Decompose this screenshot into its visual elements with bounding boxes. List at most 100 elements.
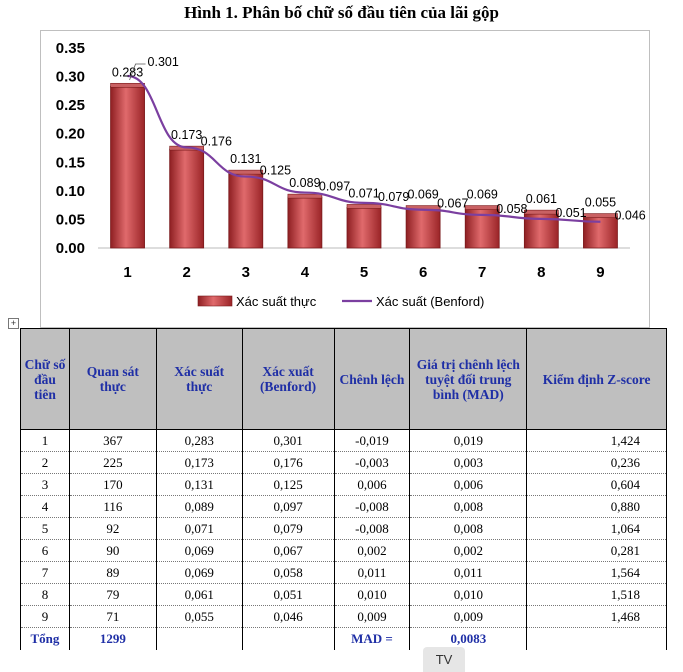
bar-top	[524, 209, 559, 215]
x-tick-label: 7	[478, 264, 486, 281]
cell-mad: 0,008	[409, 517, 528, 540]
cell-difference: -0,019	[333, 429, 411, 452]
table-row: 1 367 0,283 0,301 -0,019 0,019 1,424	[20, 429, 667, 452]
bar-top	[287, 193, 323, 199]
y-tick-label: 0.35	[56, 40, 85, 57]
cell-actual-prob: 0,061	[155, 583, 243, 606]
cell-observed: 79	[68, 583, 157, 606]
line-value-label: 0.301	[148, 55, 179, 69]
table-header-row: Chữ số đầu tiên Quan sát thực Xác suất t…	[20, 328, 667, 430]
bar-value-label: 0.173	[171, 128, 202, 142]
y-tick-label: 0.25	[56, 97, 85, 114]
legend-line-label: Xác suất (Benford)	[376, 294, 484, 309]
line-value-label: 0.079	[378, 190, 409, 204]
y-tick-label: 0.05	[56, 211, 85, 228]
bar-value-label: 0.061	[526, 192, 557, 206]
cell-actual-prob: 0,283	[155, 429, 243, 452]
cell-digit: 7	[20, 561, 70, 584]
x-tick-label: 9	[596, 264, 604, 281]
bar-top	[346, 204, 382, 209]
table-row: 8 79 0,061 0,051 0,010 0,010 1,518	[20, 583, 667, 606]
bar	[405, 208, 441, 249]
cell-actual-prob: 0,089	[155, 495, 243, 518]
col-header-first-digit: Chữ số đầu tiên	[20, 328, 70, 430]
cell-benford-prob: 0,125	[241, 473, 335, 496]
line-value-label: 0.125	[260, 164, 291, 178]
table-row: 2 225 0,173 0,176 -0,003 0,003 0,236	[20, 451, 667, 474]
cell-actual-prob: 0,069	[155, 561, 243, 584]
cell-zscore: 0,604	[526, 473, 667, 496]
cell-mad: 0,002	[409, 539, 528, 562]
cell-difference: 0,011	[333, 561, 411, 584]
table-total-row: Tổng 1299 MAD = 0,0083	[20, 627, 667, 650]
total-observed: 1299	[68, 627, 157, 650]
cell-benford-prob: 0,301	[241, 429, 335, 452]
x-tick-label: 5	[360, 264, 368, 281]
cell-mad: 0,003	[409, 451, 528, 474]
y-tick-label: 0.10	[56, 183, 85, 200]
cell-difference: -0,003	[333, 451, 411, 474]
cell-digit: 3	[20, 473, 70, 496]
cell-benford-prob: 0,058	[241, 561, 335, 584]
mad-label: MAD =	[333, 627, 411, 650]
cell-digit: 1	[20, 429, 70, 452]
bar-value-label: 0.055	[585, 196, 616, 210]
y-tick-label: 0.15	[56, 154, 85, 171]
cell-digit: 5	[20, 517, 70, 540]
cell-observed: 90	[68, 539, 157, 562]
cell-digit: 8	[20, 583, 70, 606]
cell-actual-prob: 0,173	[155, 451, 243, 474]
figure-title: Hình 1. Phân bố chữ số đầu tiên của lãi …	[184, 3, 499, 22]
cell-zscore: 0,880	[526, 495, 667, 518]
line-value-label: 0.046	[614, 209, 645, 223]
cell-difference: 0,002	[333, 539, 411, 562]
bar-top	[583, 213, 618, 218]
tv-tab[interactable]: TV	[423, 647, 465, 672]
bar-top	[464, 205, 500, 210]
cell-mad: 0,019	[409, 429, 528, 452]
bar	[169, 148, 205, 249]
line-value-label: 0.067	[437, 197, 468, 211]
bar	[110, 85, 145, 249]
total-label: Tổng	[20, 627, 70, 650]
cell-observed: 225	[68, 451, 157, 474]
cell-actual-prob: 0,131	[155, 473, 243, 496]
cell-observed: 367	[68, 429, 157, 452]
bar-value-label: 0.069	[407, 188, 438, 202]
bar-top	[110, 82, 145, 88]
bar-value-label: 0.069	[467, 188, 498, 202]
cell-benford-prob: 0,046	[241, 605, 335, 628]
total-empty-3	[526, 627, 667, 650]
x-tick-label: 1	[123, 264, 131, 281]
cell-difference: 0,010	[333, 583, 411, 606]
cell-difference: -0,008	[333, 517, 411, 540]
line-value-label: 0.097	[319, 180, 350, 194]
cell-difference: 0,006	[333, 473, 411, 496]
chart: 0.00 0.05 0.10 0.15 0.20 0.25 0.30 0.35 0.283 0.1…	[56, 40, 646, 309]
table-row: 7 89 0,069 0,058 0,011 0,011 1,564	[20, 561, 667, 584]
y-tick-label: 0.30	[56, 69, 85, 86]
bar	[346, 207, 382, 249]
cell-zscore: 0,281	[526, 539, 667, 562]
cell-zscore: 1,424	[526, 429, 667, 452]
col-header-mad: Giá trị chênh lệch tuyệt đối trung bình …	[409, 328, 528, 430]
total-empty-2	[241, 627, 335, 650]
cell-observed: 170	[68, 473, 157, 496]
y-tick-label: 0.00	[56, 240, 85, 257]
table-row: 4 116 0,089 0,097 -0,008 0,008 0,880	[20, 495, 667, 518]
benford-line	[127, 74, 601, 223]
cell-benford-prob: 0,051	[241, 583, 335, 606]
line-value-label: 0.058	[496, 202, 527, 216]
cell-actual-prob: 0,071	[155, 517, 243, 540]
bar	[228, 172, 264, 249]
cell-zscore: 1,518	[526, 583, 667, 606]
bar-value-label: 0.283	[112, 65, 143, 79]
x-tick-label: 4	[301, 264, 310, 281]
line-value-label: 0.176	[201, 134, 232, 148]
table-move-handle[interactable]: +	[8, 318, 19, 329]
x-tick-label: 6	[419, 264, 427, 281]
col-header-difference: Chênh lệch	[333, 328, 411, 430]
bar-value-label: 0.131	[230, 152, 261, 166]
cell-observed: 116	[68, 495, 157, 518]
cell-observed: 71	[68, 605, 157, 628]
